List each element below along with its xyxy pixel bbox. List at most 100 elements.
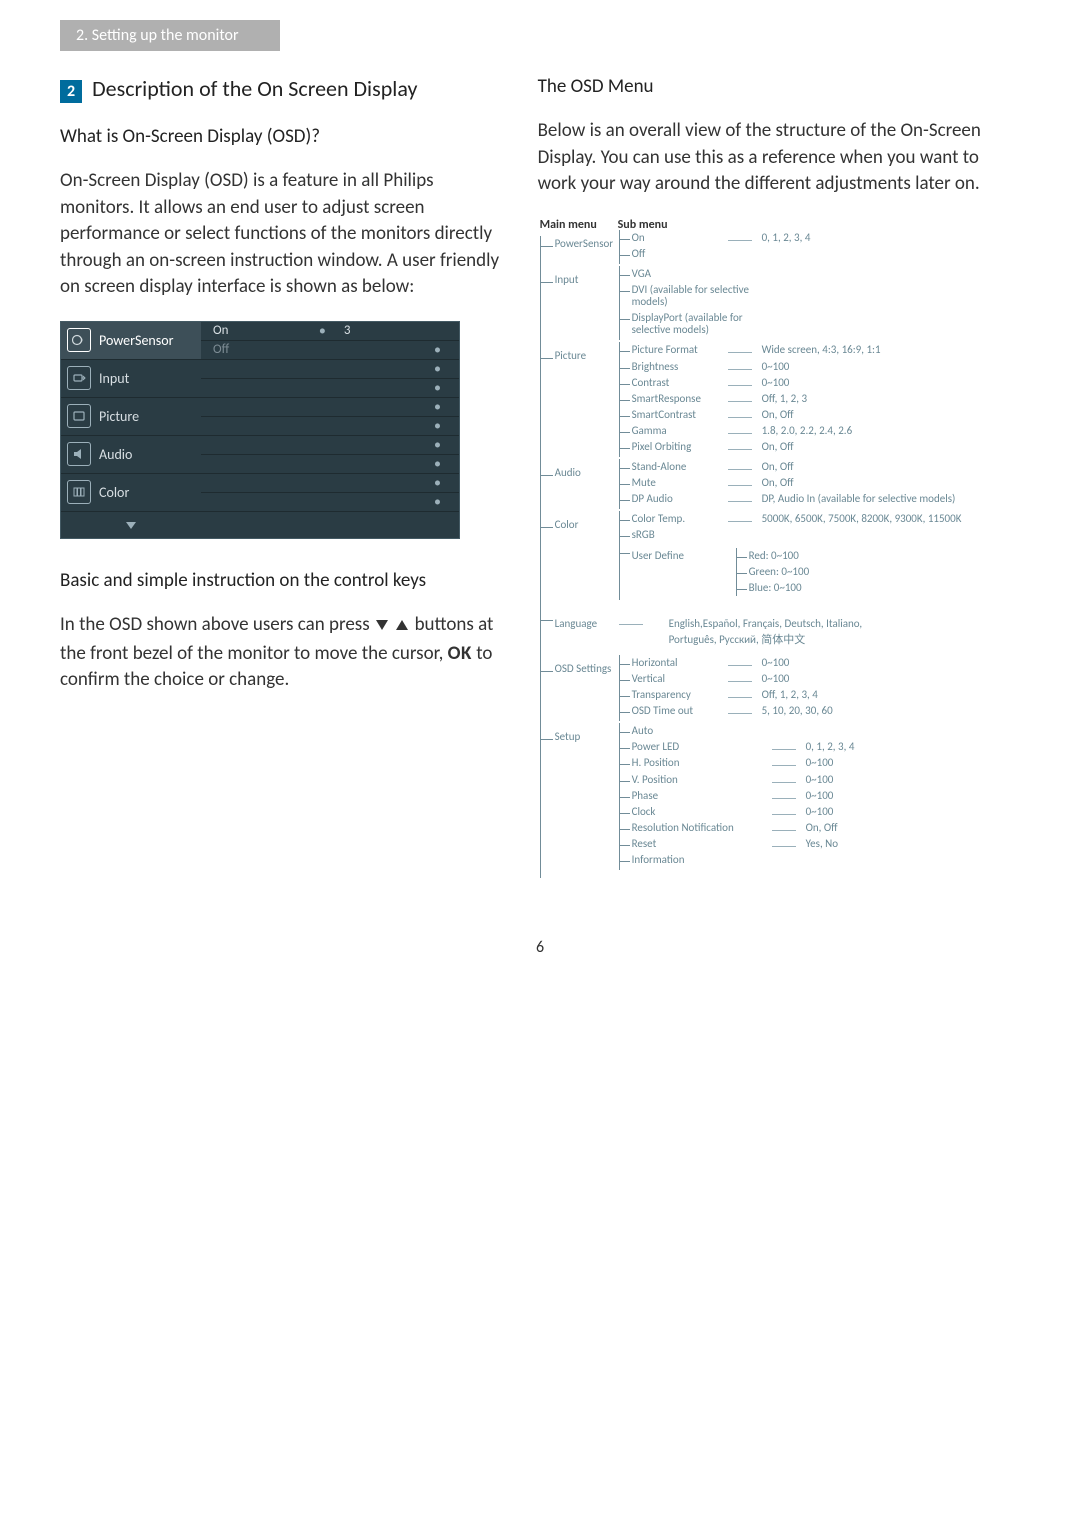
- dash-icon: [728, 385, 752, 386]
- tree-sub-label: Stand-Alone: [632, 461, 728, 473]
- tree-sub-label: H. Position: [632, 757, 772, 769]
- tree-sub-label: DVI (available for selective models): [632, 284, 772, 308]
- dash-icon: [728, 401, 752, 402]
- osd-subrow[interactable]: •: [201, 455, 459, 473]
- tree-main-group: OSD SettingsHorizontal0~100Vertical0~100…: [541, 661, 1020, 729]
- osd-sub-area: ••: [201, 398, 459, 435]
- tree-main-label: OSD Settings: [555, 663, 612, 675]
- tree-value: 0~100: [806, 774, 834, 786]
- osd-menu-item[interactable]: Input: [61, 360, 201, 397]
- tree-value: On, Off: [806, 822, 838, 834]
- section-title: 2 Description of the On Screen Display: [60, 75, 502, 103]
- tree-sub-label: Picture Format: [632, 344, 728, 356]
- tree-main-group: AudioStand-AloneOn, OffMuteOn, OffDP Aud…: [541, 465, 1020, 517]
- dash-icon: [772, 749, 796, 750]
- tree-main-label: PowerSensor: [555, 238, 614, 250]
- dash-icon: [772, 765, 796, 766]
- power-icon: [67, 328, 91, 352]
- dash-icon: [772, 782, 796, 783]
- bullet-icon: •: [434, 379, 441, 396]
- osd-subrow[interactable]: •: [201, 493, 459, 511]
- tree-value: 0~100: [762, 673, 790, 685]
- tree-main-label: Picture: [555, 350, 587, 362]
- tree-main-group: ColorColor Temp.5000K, 6500K, 7500K, 820…: [541, 517, 1020, 607]
- osd-subrow[interactable]: •: [201, 417, 459, 435]
- tree-sub-item: Vertical0~100: [620, 671, 833, 687]
- tree-value: 1.8, 2.0, 2.2, 2.4, 2.6: [762, 425, 853, 437]
- dash-icon: [772, 814, 796, 815]
- tree-sub-item: Off: [620, 246, 811, 262]
- osd-sub-area: ••: [201, 436, 459, 473]
- chevron-left-icon: •: [319, 322, 326, 339]
- tree-sub-item: Transparency Off, 1, 2, 3, 4: [620, 687, 833, 703]
- tree-sub-label: Horizontal: [632, 657, 728, 669]
- tree-sub-label: Transparency: [632, 689, 728, 701]
- tree-value: 5000K, 6500K, 7500K, 8200K, 9300K, 11500…: [762, 513, 962, 525]
- dash-icon: [728, 521, 752, 522]
- tree-sub-item: V. Position0~100: [620, 772, 855, 788]
- tree-sub-item: DisplayPort (available for selective mod…: [620, 310, 772, 338]
- tree-sub-label: OSD Time out: [632, 705, 728, 717]
- tree-value: 0, 1, 2, 3, 4: [762, 232, 811, 244]
- dash-icon: [728, 665, 752, 666]
- osd-menu-item[interactable]: PowerSensor: [61, 322, 201, 359]
- tree-sub-item: SmartContrastOn, Off: [620, 407, 881, 423]
- tree-sub-label: SmartContrast: [632, 409, 728, 421]
- osd-sub-label: On: [213, 323, 228, 338]
- osd-subrow[interactable]: Off•: [201, 341, 459, 359]
- dash-icon: [728, 449, 752, 450]
- tree-sub-label: sRGB: [632, 529, 728, 541]
- tree-value: 0~100: [762, 377, 790, 389]
- tree-value: Green: 0~100: [749, 566, 810, 578]
- osd-subrow[interactable]: •: [201, 398, 459, 417]
- tree-sub-item: H. Position0~100: [620, 755, 855, 771]
- dash-icon: [772, 846, 796, 847]
- tree-sub-item: VGA: [620, 266, 772, 282]
- osd-subrow[interactable]: •: [201, 379, 459, 397]
- tree-sub-item: Color Temp.5000K, 6500K, 7500K, 8200K, 9…: [620, 511, 962, 527]
- osd-subrow[interactable]: •: [201, 360, 459, 379]
- osd-subrow[interactable]: On•3: [201, 322, 459, 341]
- osd-subrow[interactable]: •: [201, 474, 459, 493]
- tree-sub-item: Horizontal 0~100: [620, 655, 833, 671]
- tree-sub-tree: Horizontal0~100Vertical0~100Transparency…: [619, 655, 833, 721]
- tree-value: DP, Audio In (available for selective mo…: [762, 493, 956, 505]
- tree-sub-item: Auto: [620, 723, 855, 739]
- osd-item-label: Audio: [99, 446, 132, 463]
- osd-item-label: Picture: [99, 408, 139, 425]
- osd-down-arrow[interactable]: [61, 512, 201, 538]
- tree-sub-tree: Picture FormatWide screen, 4:3, 16:9, 1:…: [619, 342, 881, 457]
- osd-row: PowerSensorOn•3Off•: [61, 322, 459, 360]
- osd-item-label: Input: [99, 370, 129, 387]
- tree-sub-label: On: [632, 232, 728, 244]
- subtitle-osd-menu: The OSD Menu: [538, 75, 1020, 98]
- tree-value: 0~100: [762, 657, 790, 669]
- tree-sub-tree: On 0, 1, 2, 3, 4 Off: [619, 230, 811, 264]
- tree-sub-item: Stand-AloneOn, Off: [620, 459, 956, 475]
- dash-icon: [728, 417, 752, 418]
- subtitle-what-is-osd: What is On-Screen Display (OSD)?: [60, 125, 502, 148]
- dash-icon: [728, 369, 752, 370]
- tree-value: Off, 1, 2, 3, 4: [762, 689, 818, 701]
- tree-sub-label: SmartResponse: [632, 393, 728, 405]
- tree-sub-label: Reset: [632, 838, 772, 850]
- osd-menu-item[interactable]: Audio: [61, 436, 201, 473]
- tree-sub-item: Information: [620, 852, 855, 868]
- breadcrumb-bar: 2. Setting up the monitor: [60, 20, 280, 51]
- osd-row: Audio ••: [61, 436, 459, 474]
- tree-sub-item: ResetYes, No: [620, 836, 855, 852]
- osd-sub-area: On•3Off•: [201, 322, 459, 359]
- osd-menu-item[interactable]: Color: [61, 474, 201, 511]
- tree-sub-item: Gamma1.8, 2.0, 2.2, 2.4, 2.6: [620, 423, 881, 439]
- tree-sub-label: Resolution Notification: [632, 822, 772, 834]
- dash-icon: [728, 697, 752, 698]
- osd-menu-item[interactable]: Picture: [61, 398, 201, 435]
- osd-subrow[interactable]: •: [201, 436, 459, 455]
- text-fragment: In the OSD shown above users can press: [60, 613, 374, 636]
- tree-main-group: InputVGADVI (available for selective mod…: [541, 272, 1020, 348]
- tree-value: Blue: 0~100: [749, 582, 802, 594]
- dash-icon: [728, 501, 752, 502]
- bullet-icon: •: [434, 417, 441, 434]
- tree-main-label: Audio: [555, 467, 581, 479]
- tree-sub-item: Resolution Notification On, Off: [620, 820, 855, 836]
